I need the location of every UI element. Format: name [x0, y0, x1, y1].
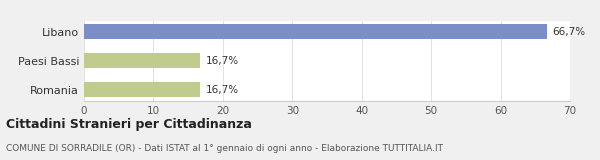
Text: 66,7%: 66,7%	[553, 27, 586, 37]
Text: Cittadini Stranieri per Cittadinanza: Cittadini Stranieri per Cittadinanza	[6, 118, 252, 131]
Bar	[84, 53, 200, 68]
Bar	[84, 24, 547, 40]
Text: 16,7%: 16,7%	[205, 56, 239, 66]
Text: 16,7%: 16,7%	[205, 85, 239, 95]
Bar	[84, 82, 200, 97]
Text: COMUNE DI SORRADILE (OR) - Dati ISTAT al 1° gennaio di ogni anno - Elaborazione : COMUNE DI SORRADILE (OR) - Dati ISTAT al…	[6, 144, 443, 153]
